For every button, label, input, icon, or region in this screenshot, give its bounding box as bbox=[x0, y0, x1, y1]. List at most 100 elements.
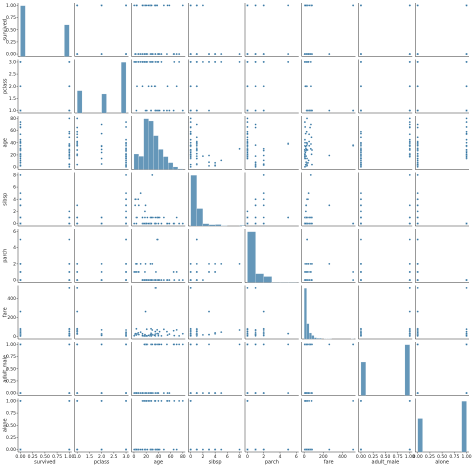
scatter-point bbox=[246, 151, 249, 154]
scatter-point bbox=[162, 392, 165, 395]
scatter-point bbox=[208, 270, 210, 273]
scatter-point bbox=[68, 332, 71, 335]
scatter-point bbox=[208, 343, 210, 346]
scatter-point bbox=[359, 270, 362, 273]
x-tick-label: 0 bbox=[133, 454, 136, 460]
scatter-point bbox=[195, 330, 198, 333]
scatter-point bbox=[305, 130, 308, 133]
scatter-point bbox=[408, 144, 411, 147]
scatter-point bbox=[158, 330, 161, 333]
scatter-point bbox=[154, 286, 157, 289]
scatter-point bbox=[195, 155, 198, 158]
scatter-point bbox=[143, 222, 146, 225]
scatter-point bbox=[208, 109, 210, 112]
scatter-point bbox=[254, 334, 257, 337]
scatter-point bbox=[168, 279, 171, 282]
scatter-point bbox=[416, 155, 419, 158]
scatter-point bbox=[305, 161, 308, 164]
scatter-point bbox=[125, 331, 128, 334]
scatter-point bbox=[137, 198, 140, 201]
scatter-point bbox=[359, 157, 362, 160]
scatter-point bbox=[305, 216, 308, 219]
scatter-point bbox=[162, 109, 165, 112]
scatter-point bbox=[465, 125, 468, 128]
scatter-point bbox=[189, 399, 192, 402]
scatter-point bbox=[195, 262, 198, 265]
y-tick-label: 0 bbox=[13, 165, 16, 171]
scatter-point bbox=[189, 151, 192, 154]
scatter-point bbox=[195, 448, 198, 451]
scatter-point bbox=[304, 392, 307, 395]
scatter-point bbox=[125, 204, 128, 207]
scatter-point bbox=[68, 327, 71, 330]
scatter-point bbox=[359, 210, 362, 213]
x-tick-label: 3.0 bbox=[122, 454, 129, 460]
scatter-point bbox=[408, 153, 411, 156]
scatter-point bbox=[68, 286, 71, 289]
scatter-point bbox=[416, 204, 419, 207]
scatter-point bbox=[162, 216, 165, 219]
scatter-point bbox=[208, 392, 210, 395]
scatter-point bbox=[359, 399, 362, 402]
scatter-point bbox=[416, 279, 419, 282]
scatter-point bbox=[141, 60, 144, 63]
scatter-point bbox=[306, 198, 309, 201]
histogram-bar bbox=[306, 323, 310, 340]
scatter-point bbox=[304, 132, 307, 135]
scatter-point bbox=[68, 85, 71, 88]
scatter-point bbox=[208, 161, 210, 164]
scatter-point bbox=[135, 448, 138, 451]
histogram-bar bbox=[133, 153, 139, 170]
scatter-point bbox=[238, 329, 241, 331]
scatter-point bbox=[352, 399, 355, 402]
scatter-point bbox=[416, 216, 419, 219]
histogram-bar bbox=[208, 224, 216, 227]
scatter-point bbox=[143, 210, 146, 213]
scatter-point bbox=[465, 121, 468, 124]
scatter-point bbox=[220, 262, 223, 265]
scatter-point bbox=[154, 448, 157, 451]
scatter-point bbox=[465, 53, 468, 56]
histogram-bar bbox=[153, 135, 159, 170]
scatter-point bbox=[246, 222, 249, 225]
scatter-point bbox=[125, 121, 128, 124]
scatter-point bbox=[246, 125, 249, 128]
scatter-point bbox=[139, 331, 142, 334]
histogram-bar bbox=[309, 332, 312, 340]
scatter-point bbox=[254, 155, 257, 158]
scatter-point bbox=[246, 136, 249, 139]
scatter-point bbox=[125, 159, 128, 162]
scatter-point bbox=[309, 173, 312, 176]
scatter-point bbox=[238, 147, 241, 150]
scatter-point bbox=[262, 173, 265, 176]
scatter-point bbox=[220, 159, 223, 162]
scatter-point bbox=[19, 173, 22, 176]
scatter-point bbox=[125, 157, 128, 160]
scatter-point bbox=[352, 109, 355, 112]
scatter-point bbox=[416, 198, 419, 201]
scatter-point bbox=[303, 121, 306, 124]
scatter-point bbox=[307, 448, 310, 451]
scatter-point bbox=[133, 222, 136, 225]
scatter-point bbox=[100, 4, 103, 7]
scatter-point bbox=[416, 126, 419, 129]
scatter-point bbox=[19, 161, 22, 164]
scatter-point bbox=[145, 4, 148, 7]
scatter-point bbox=[76, 126, 79, 129]
y-tick-label: 0 bbox=[13, 334, 16, 340]
scatter-point bbox=[214, 60, 217, 63]
scatter-point bbox=[310, 399, 313, 402]
y-axis-label: pclass bbox=[3, 78, 9, 94]
scatter-point bbox=[143, 53, 146, 56]
scatter-point bbox=[143, 448, 146, 451]
scatter-point bbox=[154, 399, 157, 402]
scatter-point bbox=[262, 147, 265, 150]
scatter-point bbox=[68, 151, 71, 154]
scatter-point bbox=[416, 310, 419, 313]
scatter-point bbox=[137, 53, 140, 56]
scatter-point bbox=[145, 334, 148, 337]
scatter-point bbox=[304, 141, 307, 144]
scatter-point bbox=[246, 210, 249, 213]
scatter-point bbox=[137, 333, 140, 336]
scatter-point bbox=[189, 332, 192, 335]
